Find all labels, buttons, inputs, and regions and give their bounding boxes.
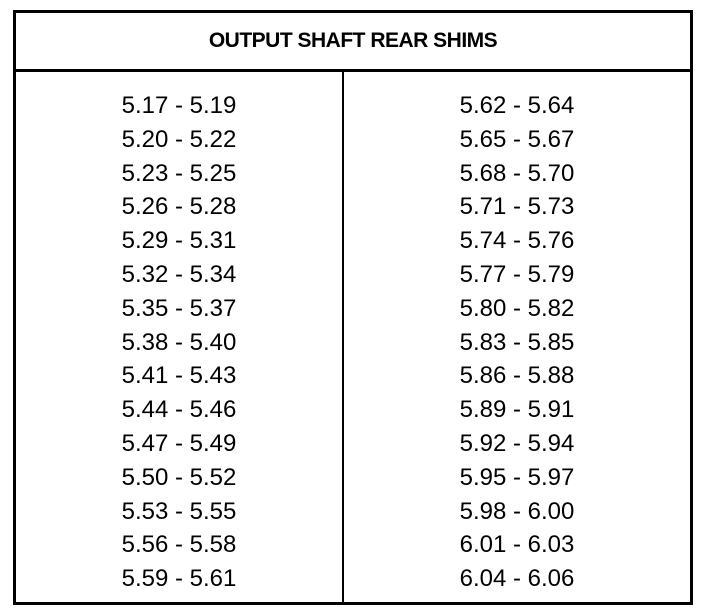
table-cell: 5.38 - 5.40 xyxy=(121,328,237,356)
table-cell: 5.68 - 5.70 xyxy=(459,159,575,187)
table-cell: 5.41 - 5.43 xyxy=(121,362,237,390)
column-divider xyxy=(342,72,344,602)
table-cell: 5.50 - 5.52 xyxy=(121,463,237,491)
table-cell: 5.83 - 5.85 xyxy=(459,328,575,356)
left-column: 5.17 - 5.19 5.20 - 5.22 5.23 - 5.25 5.26 - … xyxy=(16,89,342,596)
table-cell: 5.98 - 6.00 xyxy=(459,497,575,525)
table-cell: 5.62 - 5.64 xyxy=(459,92,575,119)
table-cell: 6.01 - 6.03 xyxy=(459,531,575,559)
table-title: OUTPUT SHAFT REAR SHIMS xyxy=(16,13,690,72)
table-cell: 5.44 - 5.46 xyxy=(121,396,237,424)
table-cell: 5.47 - 5.49 xyxy=(121,429,237,457)
table-cell: 5.71 - 5.73 xyxy=(459,193,575,221)
table-cell: 5.89 - 5.91 xyxy=(459,396,575,424)
table-cell: 5.23 - 5.25 xyxy=(121,159,237,187)
table-cell: 5.80 - 5.82 xyxy=(459,294,575,322)
table-cell: 5.35 - 5.37 xyxy=(121,294,237,322)
shims-table: OUTPUT SHAFT REAR SHIMS 5.17 - 5.19 5.20 … xyxy=(13,10,693,605)
table-cell: 5.29 - 5.31 xyxy=(121,227,237,255)
right-column: 5.62 - 5.64 5.65 - 5.67 5.68 - 5.70 5.71 - … xyxy=(344,89,690,596)
table-cell: 5.59 - 5.61 xyxy=(121,565,237,593)
table-cell: 5.74 - 5.76 xyxy=(459,227,575,255)
table-cell: 5.95 - 5.97 xyxy=(459,463,575,491)
table-cell: 5.26 - 5.28 xyxy=(121,193,237,221)
table-cell: 5.77 - 5.79 xyxy=(459,260,575,288)
table-cell: 5.65 - 5.67 xyxy=(459,125,575,153)
table-cell: 5.92 - 5.94 xyxy=(459,429,575,457)
table-cell: 5.86 - 5.88 xyxy=(459,362,575,390)
table-cell: 5.17 - 5.19 xyxy=(121,92,237,119)
table-cell: 5.56 - 5.58 xyxy=(121,531,237,559)
table-cell: 6.04 - 6.06 xyxy=(459,565,575,593)
table-cell: 5.53 - 5.55 xyxy=(121,497,237,525)
table-cell: 5.32 - 5.34 xyxy=(121,260,237,288)
table-cell: 5.20 - 5.22 xyxy=(121,125,237,153)
